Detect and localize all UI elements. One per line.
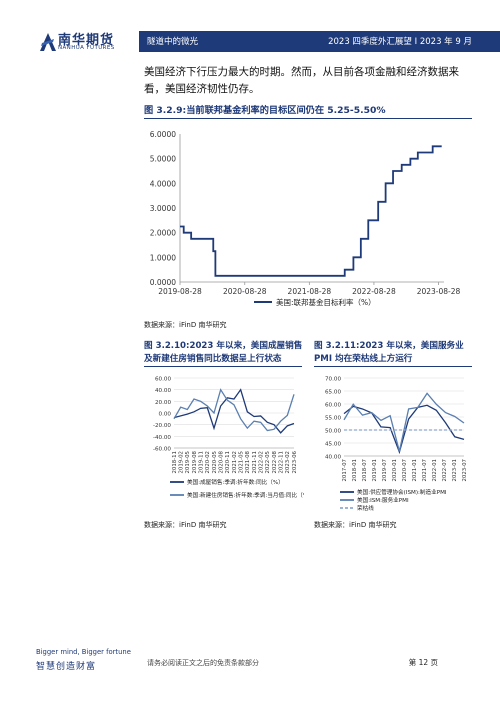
footer-slogan-en: Bigger mind, Bigger fortune	[36, 648, 131, 656]
x-tick-label: 2021-05	[239, 451, 245, 474]
y-tick-label: 45.00	[325, 442, 341, 448]
figure-divider	[314, 366, 472, 367]
x-tick-label: 2019-11	[199, 451, 205, 474]
x-tick-label: 2022-08	[272, 450, 278, 473]
y-tick-label: 4.0000	[150, 179, 176, 188]
y-tick-label: 2.0000	[150, 229, 176, 238]
series-line	[180, 145, 442, 277]
y-tick-label: -60.00	[153, 447, 171, 453]
legend-label: 美国:ISM:服务业PMI	[357, 496, 409, 504]
logo-cn-text: 南华期货	[58, 33, 115, 48]
series-line	[173, 388, 295, 434]
x-tick-label: 2023-02	[285, 451, 291, 474]
company-logo	[38, 29, 138, 55]
figure-divider	[144, 366, 302, 367]
header-left-text: 隧道中的微光	[147, 37, 199, 47]
logo-icon	[40, 33, 56, 51]
x-tick-label: 2018-11	[172, 451, 178, 474]
y-tick-label: 0.0000	[150, 278, 176, 287]
x-tick-label: 2019-05	[185, 451, 191, 474]
y-tick-label: 65.00	[325, 390, 341, 396]
x-tick-label: 2022-01	[432, 459, 438, 482]
y-tick-label: 60.00	[325, 403, 341, 409]
x-tick-label: 2019-01	[372, 459, 378, 482]
y-tick-label: 50.00	[325, 429, 341, 435]
x-tick-label: 2023-07	[462, 459, 468, 482]
x-tick-label: 2020-11	[225, 451, 231, 474]
x-tick-label: 2021-02	[232, 451, 238, 474]
pmi-chart: 40.00 45.00 50.00 55.00 60.00 65.00 70.00 2017-…	[325, 377, 468, 513]
x-tick-label: 2019-02	[179, 451, 185, 474]
y-tick-label: 60.00	[155, 377, 171, 383]
legend-label: 美国:新建住房销售:折年数:季调:当月值:同比（%）	[187, 491, 304, 499]
legend-label: 美国:联邦基金目标利率（%）	[276, 297, 376, 307]
x-tick-label: 2019-08-28	[158, 287, 202, 296]
x-tick-label: 2023-08-28	[417, 287, 461, 296]
y-tick-label: 3.0000	[150, 204, 176, 213]
y-tick-label: -40.00	[153, 435, 171, 441]
figure-source: 数据来源：iFinD 南华研究	[144, 321, 227, 329]
figure-source: 数据来源：iFinD 南华研究	[314, 521, 397, 529]
y-tick-label: 20.00	[155, 400, 171, 406]
logo-en-text: NANHUA FUTURES	[58, 45, 115, 51]
y-tick-label: 40.00	[155, 388, 171, 394]
series-line	[173, 388, 295, 432]
x-tick-label: 2019-08	[192, 450, 198, 473]
x-tick-label: 2021-07	[422, 459, 428, 482]
x-tick-label: 2020-05	[212, 451, 218, 474]
legend-label: 荣枯线	[357, 504, 374, 512]
x-tick-label: 2019-07	[382, 459, 388, 482]
page-number: 第 12 页	[408, 658, 438, 667]
x-tick-label: 2023-06	[292, 450, 298, 473]
y-tick-label: -20.00	[153, 423, 171, 429]
housing-sales-chart: -60.00 -40.00 -20.00 0.00 20.00 40.00 60.00 201…	[153, 377, 304, 500]
y-tick-label: 6.0000	[150, 130, 176, 139]
fed-rate-chart: 0.0000 1.0000 2.0000 3.0000 4.0000 5.0000 6.00…	[150, 130, 461, 307]
x-tick-label: 2020-01	[392, 459, 398, 482]
x-tick-label: 2022-11	[279, 451, 285, 474]
footer-slogan-cn: 智慧创造财富	[36, 662, 97, 672]
y-tick-label: 70.00	[325, 377, 341, 383]
x-tick-label: 2020-07	[402, 459, 408, 482]
x-tick-label: 2022-02	[259, 451, 265, 474]
figure-title: 图 3.2.11:2023 年以来，美国服务业PMI 均在荣枯线上方运行	[314, 341, 464, 364]
x-tick-label: 2017-07	[342, 459, 348, 482]
header-bar	[139, 31, 500, 52]
series-line	[343, 404, 465, 455]
y-tick-label: 5.0000	[150, 155, 176, 164]
x-tick-label: 2023-01	[452, 459, 458, 482]
x-tick-label: 2018-01	[352, 459, 358, 482]
x-tick-label: 2018-07	[362, 459, 368, 482]
x-tick-label: 2022-07	[442, 459, 448, 482]
legend-label: 美国:供应管理协会(ISM):制造业PMI	[357, 488, 447, 496]
figure-title: 图 3.2.9:当前联邦基金利率的目标区间仍在 5.25-5.50%	[144, 105, 386, 116]
x-tick-label: 2020-08	[219, 450, 225, 473]
legend-label: 美国:成屋销售:季调:折年数:同比（%）	[187, 478, 284, 486]
y-tick-label: 40.00	[325, 455, 341, 461]
x-tick-label: 2021-11	[252, 451, 258, 474]
y-tick-label: 55.00	[325, 416, 341, 422]
y-tick-label: 0.00	[159, 412, 172, 418]
body-paragraph: 美国经济下行压力最大的时期。然而，从目前各项金融和经济数据来看，美国经济韧性仍存…	[144, 66, 459, 95]
x-tick-label: 2021-01	[412, 459, 418, 482]
figure-title: 图 3.2.10:2023 年以来，美国成屋销售及新建住房销售同比数据呈上行状态	[144, 341, 303, 364]
x-tick-label: 2021-08	[245, 450, 251, 473]
x-tick-label: 2022-05	[265, 451, 271, 474]
x-tick-label: 2020-08-28	[223, 287, 267, 296]
y-tick-label: 1.0000	[150, 253, 176, 262]
figure-source: 数据来源：iFinD 南华研究	[144, 521, 227, 529]
figure-divider	[144, 118, 472, 119]
header-right-text: 2023 四季度外汇展望 Ⅰ 2023 年 9 月	[328, 37, 472, 47]
footer-disclaimer: 请务必阅读正文之后的免责条款部分	[147, 659, 259, 667]
x-tick-label: 2020-02	[205, 451, 211, 474]
x-tick-label: 2022-08-28	[352, 287, 396, 296]
x-tick-label: 2021-08-28	[288, 287, 332, 296]
